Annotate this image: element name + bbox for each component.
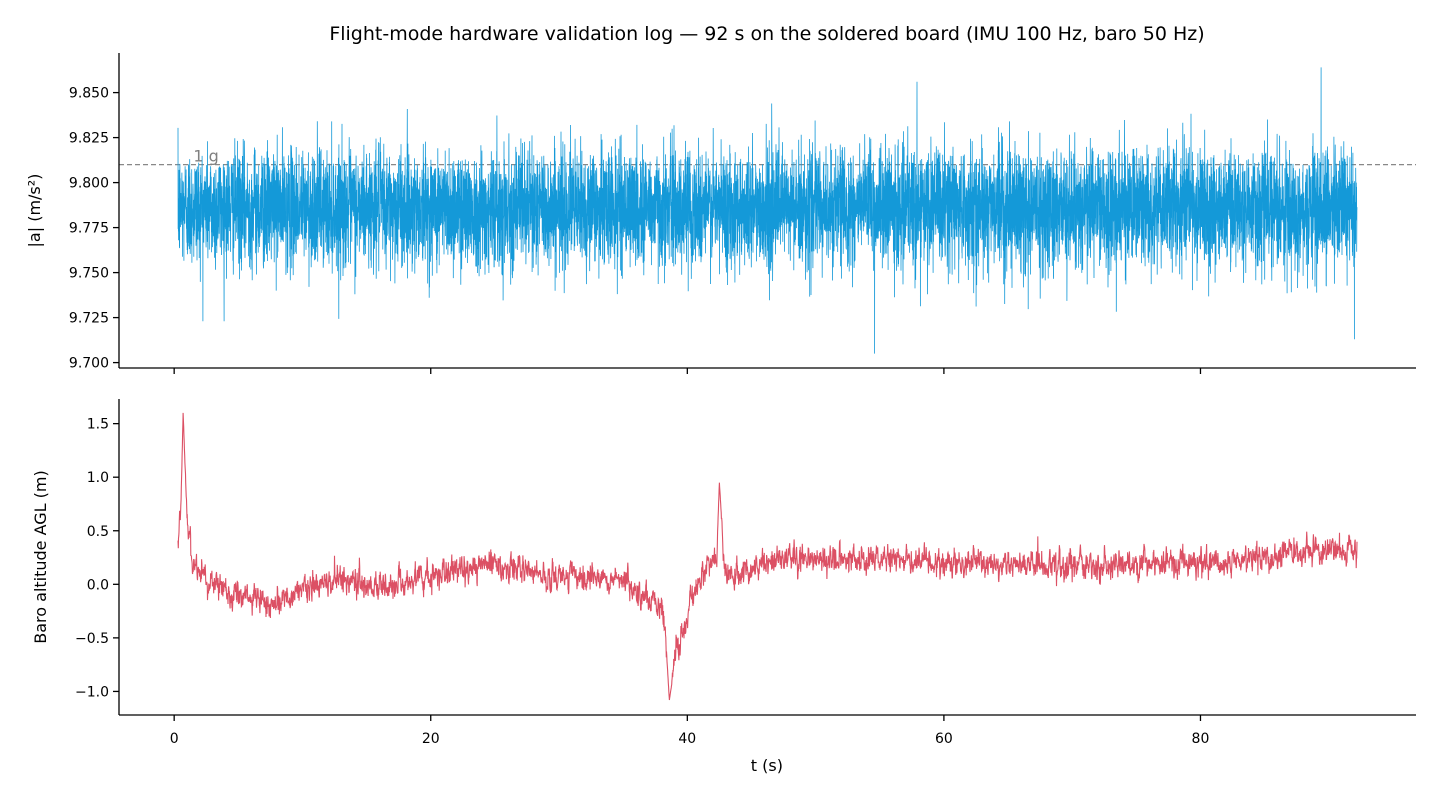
baro-y-tick-label: 1.5: [87, 417, 109, 433]
accel-y-tick-label: 9.850: [69, 86, 109, 102]
baro-x-tick-label: 0: [170, 731, 179, 747]
baro-y-tick-label: −0.5: [75, 631, 109, 647]
baro-x-ticks: 0 20 40 60 80: [170, 715, 1210, 747]
accel-y-tick-label: 9.800: [69, 176, 109, 192]
baro-y-ticks: −1.0 −0.5 0.0 0.5 1.0 1.5: [75, 417, 119, 700]
baro-x-tick-label: 80: [1192, 731, 1210, 747]
baro-x-tick-label: 20: [422, 731, 440, 747]
baro-y-tick-label: −1.0: [75, 684, 109, 700]
accel-x-ticks: [173, 368, 1202, 374]
baro-y-tick-label: 0.5: [87, 524, 109, 540]
baro-x-tick-label: 40: [678, 731, 696, 747]
accel-magnitude-series-line: [177, 67, 1358, 354]
baro-x-axis-label: t (s): [751, 756, 783, 775]
accel-y-ticks: 9.700 9.725 9.750 9.775 9.800 9.825 9.850: [69, 86, 119, 372]
accel-y-axis-label: |a| (m/s²): [25, 174, 44, 248]
accel-panel: 1 g 9.7009.7259.7509.7759.8009.8259.850 …: [25, 53, 1416, 374]
accel-y-tick-label: 9.825: [69, 131, 109, 147]
baro-y-axis-label: Baro altitude AGL (m): [31, 470, 50, 643]
baro-panel: −1.0 −0.5 0.0 0.5 1.0 1.5 0 20 40 60 80 Baro alti…: [31, 399, 1416, 775]
accel-y-tick-label: 9.725: [69, 311, 109, 327]
accel-y-tick-label: 9.775: [69, 221, 109, 237]
figure-title: Flight-mode hardware validation log — 92…: [329, 23, 1204, 45]
baro-y-tick-label: 1.0: [87, 470, 109, 486]
accel-y-tick-label: 9.700: [69, 356, 109, 372]
accel-y-tick-label: 9.750: [69, 266, 109, 282]
baro-y-tick-label: 0.0: [87, 577, 109, 593]
one-g-reference-label: 1 g: [193, 147, 218, 166]
baro-altitude-series-line: [177, 412, 1358, 701]
baro-x-tick-label: 60: [935, 731, 953, 747]
